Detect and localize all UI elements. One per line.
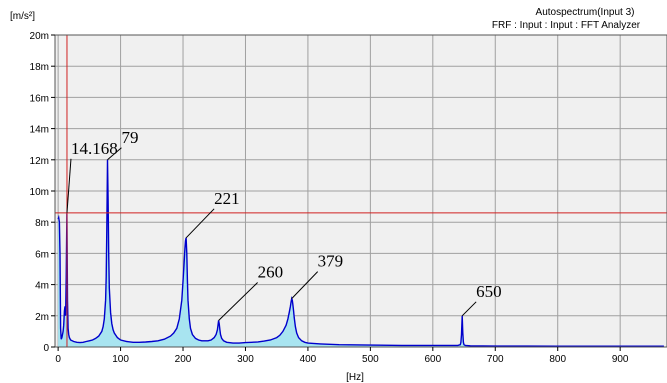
y-tick-label: 20m <box>30 31 49 42</box>
y-tick-label: 8m <box>35 218 49 229</box>
y-tick-label: 2m <box>35 312 49 323</box>
x-tick-label: 700 <box>487 354 504 365</box>
x-tick-label: 0 <box>55 354 61 365</box>
y-tick-label: 10m <box>30 187 49 198</box>
x-tick-label: 600 <box>424 354 441 365</box>
chart-title: Autospectrum(Input 3) <box>536 7 635 18</box>
peak-label: 650 <box>476 282 502 301</box>
y-axis-unit-label: [m/s²] <box>10 11 35 22</box>
x-tick-label: 400 <box>300 354 317 365</box>
peak-label: 379 <box>318 252 344 271</box>
x-tick-label: 800 <box>549 354 566 365</box>
chart-subtitle: FRF : Input : Input : FFT Analyzer <box>492 20 641 31</box>
peak-leader-line <box>107 147 122 161</box>
peak-leader-line <box>185 208 215 239</box>
y-tick-label: 0 <box>43 343 49 354</box>
peak-leader-line <box>66 158 72 213</box>
y-tick-label: 14m <box>30 125 49 136</box>
x-axis-unit-label: [Hz] <box>346 372 364 383</box>
peak-leader-line <box>218 282 258 321</box>
y-tick-label: 6m <box>35 249 49 260</box>
y-tick-label: 12m <box>30 156 49 167</box>
peak-label: 14.168 <box>71 139 118 158</box>
peak-leader-line <box>461 301 477 317</box>
x-tick-label: 900 <box>612 354 629 365</box>
y-tick-label: 16m <box>30 93 49 104</box>
x-tick-label: 100 <box>112 354 129 365</box>
series-line <box>57 159 664 347</box>
peak-label: 260 <box>258 262 284 281</box>
x-tick-label: 200 <box>175 354 192 365</box>
x-tick-label: 500 <box>362 354 379 365</box>
y-tick-label: 18m <box>30 62 49 73</box>
y-axis-ticks: 0 2m 4m 6m 8m 10m 12m 14m 16m 18m 20m <box>30 31 55 354</box>
y-tick-label: 4m <box>35 281 49 292</box>
peak-leader-line <box>291 271 319 299</box>
peak-label: 79 <box>121 128 138 147</box>
x-tick-label: 300 <box>237 354 254 365</box>
x-axis-ticks: 0 100 200 300 400 500 600 700 800 900 <box>55 347 629 365</box>
peak-label: 221 <box>214 189 240 208</box>
